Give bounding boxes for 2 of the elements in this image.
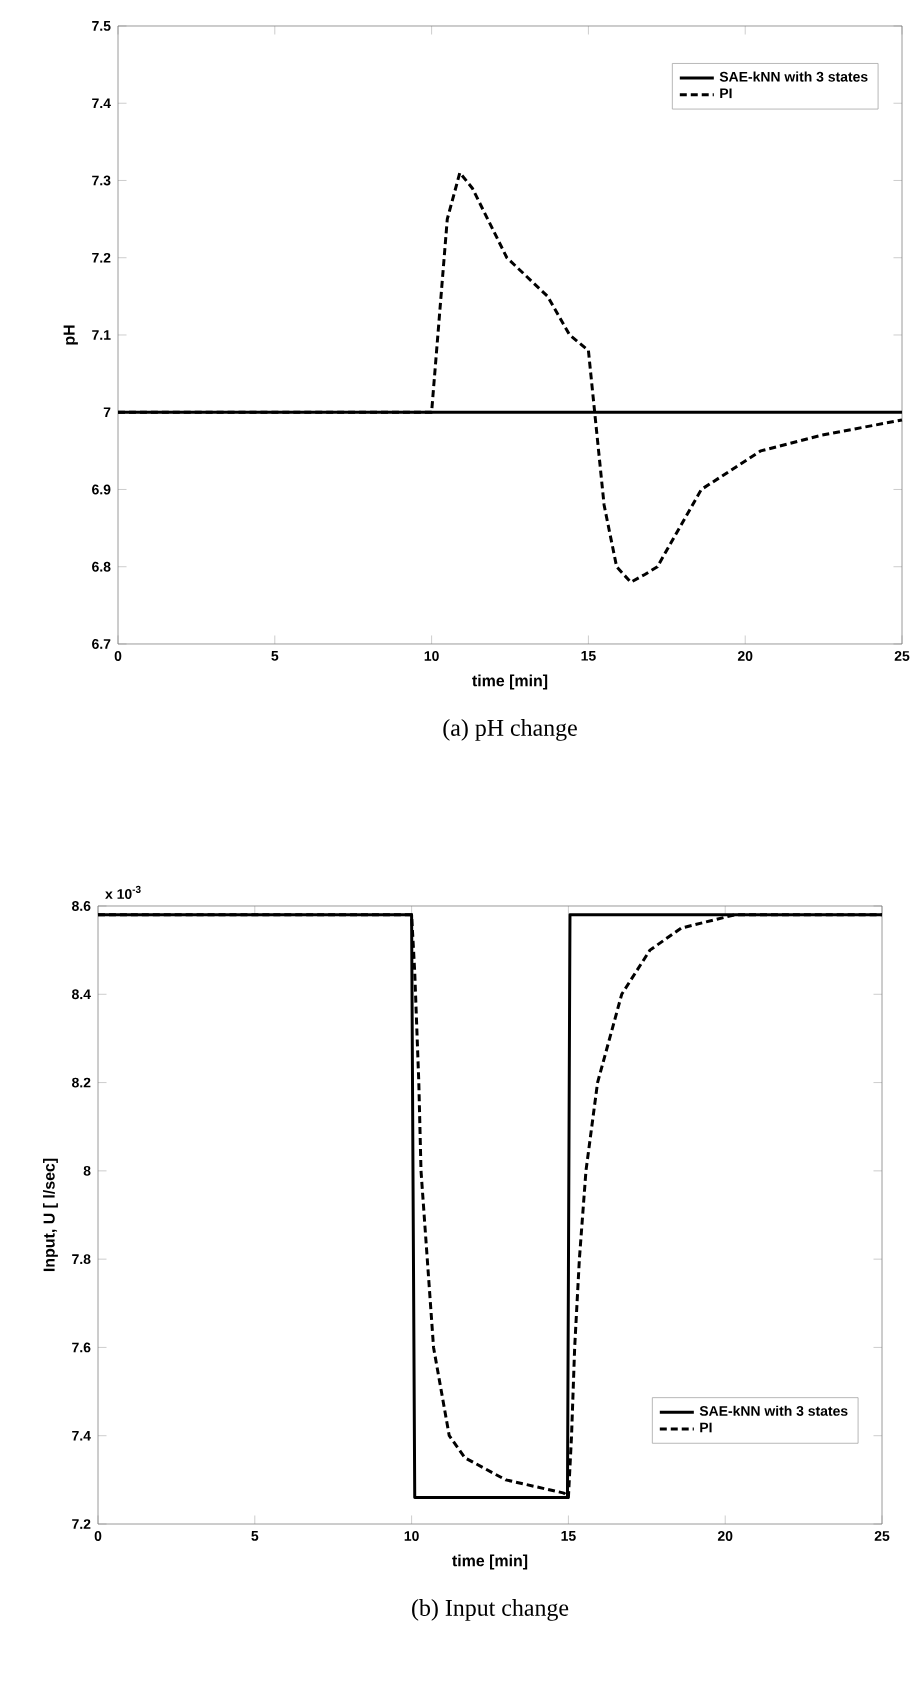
text: (b) Input change (412, 1599, 569, 1621)
text: (a) pH change (443, 719, 577, 741)
